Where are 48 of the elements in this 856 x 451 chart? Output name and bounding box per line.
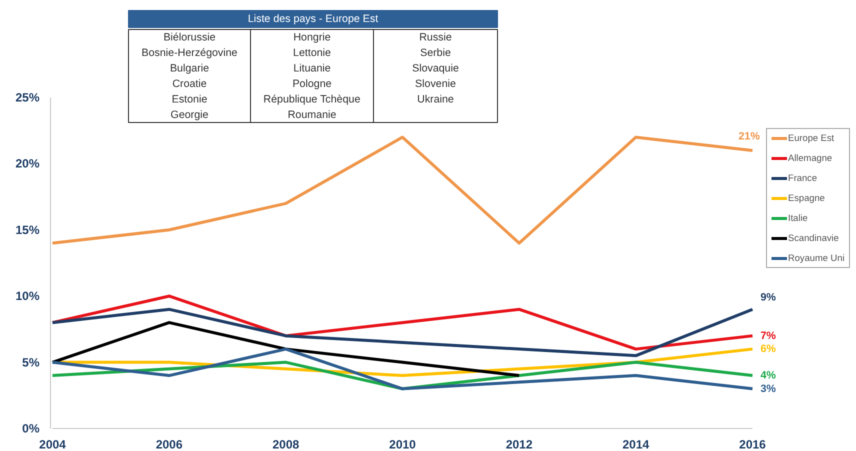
legend-label: Scandinavie <box>788 233 839 243</box>
annotation: Georgie <box>170 109 209 121</box>
text: Pologne <box>292 78 332 90</box>
legend-label: France <box>788 173 818 183</box>
data-label: 21% <box>738 130 760 142</box>
y-tick-label: 25% <box>15 90 40 104</box>
annotation: Ukraine <box>417 94 454 106</box>
annotation: République Tchèque <box>263 94 360 106</box>
text: Slovenie <box>415 78 456 90</box>
x-tick-label: 2010 <box>389 438 416 451</box>
text: Bulgarie <box>170 62 210 74</box>
y-tick-label: 5% <box>22 355 40 370</box>
line-series <box>51 308 754 358</box>
data-label: 4% <box>760 370 776 382</box>
line-series <box>51 294 754 351</box>
legend-label: Italie <box>788 213 808 223</box>
data-label: 9% <box>760 291 776 304</box>
text: Slovaquie <box>412 62 459 74</box>
line-series <box>51 348 754 390</box>
text: Croatie <box>172 78 207 90</box>
data-label: 7% <box>760 330 776 342</box>
legend-label: Allemagne <box>788 153 832 163</box>
text: Lettonie <box>293 47 332 59</box>
y-tick-label: 0% <box>22 422 40 436</box>
text: Liste des pays - Europe Est <box>248 13 378 25</box>
annotation: Estonie <box>172 94 208 106</box>
x-tick-label: 2014 <box>622 438 650 451</box>
x-tick-label: 2012 <box>506 438 533 451</box>
text: Lituanie <box>293 62 331 74</box>
text: Serbie <box>420 47 451 59</box>
text: Biélorussie <box>163 32 216 44</box>
line-series <box>51 321 521 378</box>
y-tick-label: 15% <box>15 222 40 237</box>
text: Bosnie-Herzégovine <box>142 47 238 59</box>
legend-label: Royaume Uni <box>788 253 845 263</box>
x-tick-label: 2004 <box>39 438 66 451</box>
text: Russie <box>419 32 452 44</box>
annotation: Roumanie <box>288 109 336 121</box>
text: Hongrie <box>293 32 331 44</box>
legend-label: Espagne <box>788 193 825 203</box>
y-tick-label: 10% <box>15 289 40 304</box>
x-tick-label: 2006 <box>156 438 183 451</box>
x-tick-label: 2016 <box>739 438 766 451</box>
data-label: 6% <box>760 343 776 356</box>
data-label: 3% <box>760 382 776 395</box>
y-tick-label: 20% <box>15 156 40 171</box>
x-tick-label: 2008 <box>272 438 300 451</box>
legend-label: Europe Est <box>788 133 834 143</box>
